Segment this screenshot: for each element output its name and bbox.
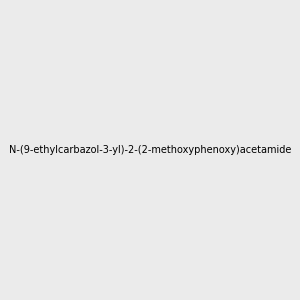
Text: N-(9-ethylcarbazol-3-yl)-2-(2-methoxyphenoxy)acetamide: N-(9-ethylcarbazol-3-yl)-2-(2-methoxyphe… [9,145,291,155]
